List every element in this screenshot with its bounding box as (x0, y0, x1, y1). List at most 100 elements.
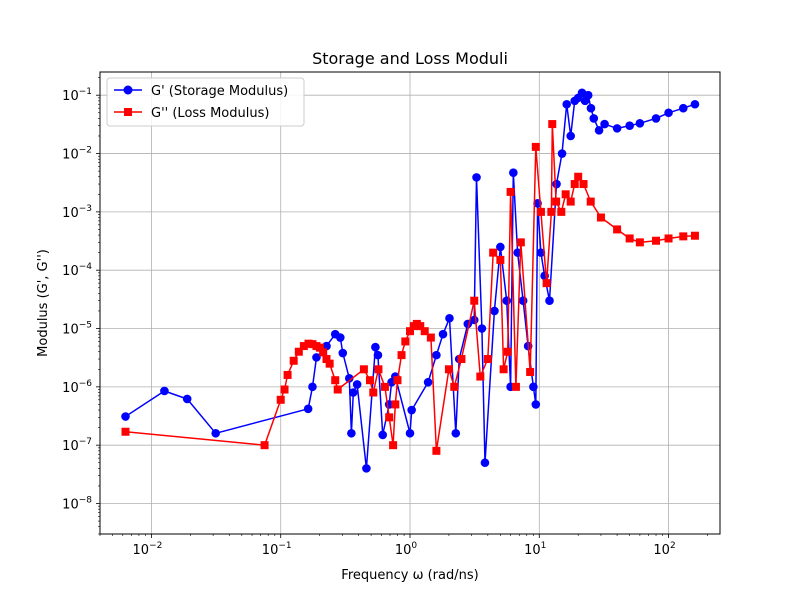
x-tick-label: 101 (524, 541, 546, 558)
data-point (589, 114, 599, 123)
data-point (289, 356, 298, 365)
data-point (445, 313, 454, 323)
data-point (336, 333, 345, 342)
data-point (516, 238, 525, 247)
data-point (586, 103, 596, 113)
data-point (570, 180, 579, 189)
data-point (365, 376, 374, 385)
data-point (518, 296, 528, 305)
data-point (333, 385, 342, 394)
data-point (562, 99, 572, 109)
data-point (496, 255, 505, 264)
data-point (420, 327, 429, 336)
data-point (432, 350, 441, 360)
data-point (552, 197, 561, 206)
data-point (385, 413, 394, 422)
data-point (211, 428, 220, 438)
data-point (380, 382, 389, 391)
x-axis-label: Frequency ω (rad/ns) (341, 568, 478, 583)
data-point (557, 207, 566, 216)
data-point (389, 441, 398, 450)
data-point (260, 441, 269, 450)
data-point (579, 180, 588, 189)
data-point (566, 197, 575, 206)
data-point (303, 404, 313, 414)
data-point (308, 340, 317, 349)
y-tick-label: 10−1 (62, 87, 92, 104)
data-point (338, 348, 348, 358)
data-point (472, 173, 481, 182)
legend: G' (Storage Modulus) G'' (Loss Modulus) (106, 77, 305, 127)
data-point (480, 458, 490, 468)
data-point (531, 142, 540, 151)
data-point (664, 108, 673, 118)
data-point (635, 118, 645, 128)
data-point (423, 377, 433, 387)
data-point (499, 365, 508, 374)
data-point (378, 430, 388, 440)
data-point (371, 342, 380, 352)
data-point (444, 365, 453, 374)
data-point (369, 388, 378, 397)
data-point (397, 351, 406, 360)
data-point (391, 400, 400, 409)
x-axis: 10−2 10−1 100 101 102 (99, 534, 708, 558)
data-point (548, 120, 557, 129)
data-point (678, 103, 688, 113)
data-point (416, 322, 425, 331)
data-point (496, 242, 505, 252)
data-point (312, 353, 321, 362)
data-point (160, 386, 169, 396)
y-tick-label: 10−5 (62, 321, 92, 338)
data-point (308, 382, 317, 392)
data-point (536, 248, 546, 257)
legend-marker-storage (123, 85, 133, 95)
data-point (545, 296, 554, 305)
series-loss-modulus (121, 120, 699, 455)
data-point (373, 350, 383, 360)
y-tick-label: 10−6 (62, 379, 92, 396)
y-tick-label: 10−8 (62, 496, 92, 513)
data-point (511, 382, 520, 391)
data-point (566, 131, 575, 141)
data-point (536, 207, 545, 216)
data-point (347, 428, 356, 438)
data-point (182, 394, 192, 404)
data-point (547, 207, 556, 216)
data-point (583, 90, 593, 100)
data-point (679, 232, 688, 241)
data-point (561, 190, 570, 199)
data-point (457, 355, 466, 364)
legend-box (106, 77, 305, 127)
data-point (348, 388, 358, 397)
legend-label-storage: G' (Storage Modulus) (151, 84, 288, 99)
x-tick-label: 102 (653, 541, 675, 558)
data-point (557, 149, 567, 158)
data-point (451, 428, 461, 438)
data-point (432, 446, 441, 455)
data-point (690, 231, 699, 240)
data-point (625, 121, 634, 131)
data-point (531, 400, 541, 409)
data-point (651, 114, 661, 123)
data-point (121, 427, 130, 436)
y-tick-label: 10−3 (62, 204, 92, 221)
data-point (586, 197, 595, 206)
data-point (652, 236, 661, 245)
data-point (483, 355, 492, 364)
data-point (664, 234, 673, 243)
plot-area (99, 71, 721, 535)
chart-title: Storage and Loss Moduli (312, 49, 508, 68)
data-point (331, 376, 340, 385)
legend-label-loss: G'' (Loss Modulus) (151, 106, 269, 121)
data-point (690, 99, 700, 109)
data-point (450, 382, 459, 391)
x-tick-label: 10−1 (262, 541, 292, 558)
y-tick-label: 10−4 (62, 262, 92, 279)
data-point (315, 343, 324, 352)
data-point (359, 365, 368, 374)
data-point (276, 395, 285, 404)
data-point (490, 306, 499, 316)
y-tick-label: 10−7 (62, 437, 92, 454)
